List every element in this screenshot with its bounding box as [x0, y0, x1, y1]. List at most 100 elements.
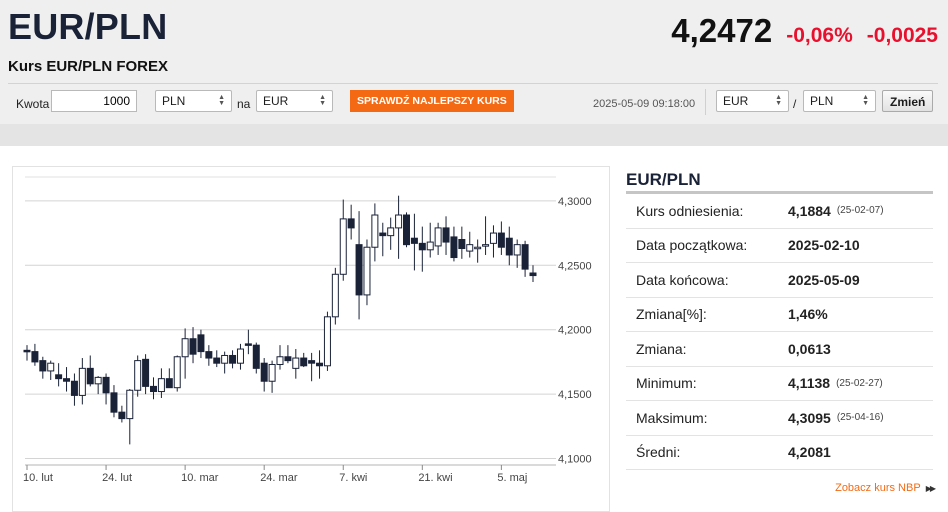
stats-row-date: (25-02-07)	[836, 205, 884, 217]
candle-body	[205, 351, 213, 359]
y-tick-label: 4,1500	[558, 389, 592, 401]
stats-row-label: Zmiana[%]:	[636, 306, 707, 323]
candle-body	[197, 334, 205, 353]
candle-body	[466, 244, 474, 252]
stats-row-label: Zmiana:	[636, 340, 687, 357]
chart-panel: 4,3000 4,2500 4,2000 4,1500 4,1000 10. lut 24.…	[12, 166, 610, 512]
x-tick-label: 24. lut	[102, 472, 132, 484]
candle-body	[173, 356, 181, 389]
candle-body	[395, 214, 403, 229]
stats-row: Minimum: 4,1138 (25-02-27)	[626, 367, 933, 401]
pair-separator: /	[793, 97, 797, 111]
candle-body	[134, 360, 142, 391]
candle-body	[260, 362, 268, 382]
candle-body	[308, 360, 316, 364]
y-tick-label: 4,1000	[558, 454, 592, 466]
candle-body	[474, 246, 482, 250]
change-pair-button[interactable]: Zmień	[882, 90, 934, 112]
stats-row-label: Średni:	[636, 444, 681, 461]
y-tick-label: 4,3000	[558, 196, 592, 208]
candle-body	[229, 354, 237, 364]
stats-row: Data końcowa: 2025-05-09	[626, 263, 933, 298]
candle-body	[189, 338, 197, 355]
candle-body	[63, 378, 71, 382]
candle-body	[355, 244, 363, 296]
candle-body	[450, 236, 458, 259]
candle-body	[86, 367, 94, 385]
stats-row: Zmiana[%]: 1,46%	[626, 298, 933, 332]
candle-body	[165, 378, 173, 389]
stats-row-value: 1,46%	[788, 306, 828, 323]
stats-row-label: Kurs odniesienia:	[636, 202, 744, 219]
x-tick-label: 7. kwi	[339, 472, 367, 484]
page-title: EUR/PLN	[8, 6, 168, 47]
to-label: na	[237, 97, 251, 111]
candle-body	[284, 356, 292, 362]
stats-title: EUR/PLN	[626, 166, 933, 194]
candle-body	[489, 232, 497, 244]
from-currency-value: PLN	[162, 94, 186, 108]
candle-body	[70, 380, 78, 396]
to-currency-select[interactable]: EUR ▲ ▼	[256, 90, 333, 112]
stats-row-value: 0,0613	[788, 340, 831, 357]
select-arrows-icon: ▲ ▼	[319, 94, 326, 107]
candle-body	[418, 242, 426, 251]
best-rate-button[interactable]: SPRAWDŹ NAJLEPSZY KURS	[350, 90, 514, 112]
candle-body	[181, 338, 189, 358]
converter-toolbar: Kwota PLN ▲▼ na EUR ▲▼ SPRAWDŹ NAJLEPSZY…	[0, 89, 948, 118]
stats-row-value: 4,2081	[788, 444, 831, 461]
pair-base-select[interactable]: EUR ▲ ▼	[716, 90, 789, 112]
candlestick-chart[interactable]: 4,3000 4,2500 4,2000 4,1500 4,1000 10. lut 24.…	[13, 167, 609, 511]
candle-body	[236, 348, 244, 364]
candle-body	[23, 349, 31, 353]
pair-quote-value: PLN	[810, 94, 834, 108]
double-arrow-right-icon: ▶▶	[925, 483, 936, 493]
x-tick-label: 5. maj	[497, 472, 527, 484]
amount-label: Kwota	[16, 97, 50, 111]
candle-body	[331, 273, 339, 318]
candle-body	[426, 241, 434, 251]
amount-input[interactable]	[51, 90, 137, 112]
stats-row: Średni: 4,2081	[626, 436, 933, 470]
to-currency-value: EUR	[263, 94, 289, 108]
candle-body	[379, 232, 387, 237]
from-currency-select[interactable]: PLN ▲ ▼	[155, 90, 232, 112]
toolbar-divider	[705, 89, 706, 115]
stats-row-label: Maksimum:	[636, 409, 708, 426]
stats-row-date: (25-04-16)	[836, 412, 884, 424]
candle-body	[268, 363, 276, 382]
candle-body	[300, 357, 308, 367]
stats-row-value: 2025-02-10	[788, 237, 860, 254]
candle-body	[31, 351, 39, 363]
candle-body	[442, 227, 450, 243]
candle-body	[292, 357, 300, 369]
quote-timestamp: 2025-05-09 09:18:00	[593, 98, 696, 110]
candle-body	[371, 214, 379, 248]
nbp-link[interactable]: Zobacz kurs NBP ▶▶	[835, 482, 936, 494]
stats-row: Maksimum: 4,3095 (25-04-16)	[626, 401, 933, 436]
candle-body	[505, 237, 513, 256]
x-tick-label: 10. lut	[23, 472, 53, 484]
candle-body	[55, 374, 63, 380]
stats-row-label: Data końcowa:	[636, 271, 729, 288]
candle-body	[403, 214, 410, 246]
stats-panel: EUR/PLN Kurs odniesienia: 4,1884 (25-02-07…	[626, 166, 933, 470]
select-arrows-icon: ▲ ▼	[218, 94, 225, 107]
candle-body	[339, 218, 347, 275]
y-tick-label: 4,2500	[558, 260, 592, 272]
stats-row-value: 2025-05-09	[788, 271, 860, 288]
candle-body	[110, 392, 118, 413]
candle-body	[221, 354, 229, 364]
candle-body	[529, 272, 537, 277]
candle-body	[497, 232, 505, 248]
candle-body	[387, 227, 395, 237]
candle-body	[78, 367, 86, 396]
candle-body	[434, 227, 442, 247]
pair-quote-select[interactable]: PLN ▲ ▼	[803, 90, 876, 112]
candle-body	[244, 343, 252, 346]
candle-body	[126, 389, 134, 420]
candle-body	[157, 378, 165, 393]
stats-row-value: 4,3095	[788, 409, 831, 426]
header: EUR/PLN Kurs EUR/PLN FOREX 4,2472 -0,06%…	[0, 0, 948, 124]
select-arrows-icon: ▲ ▼	[862, 94, 869, 107]
